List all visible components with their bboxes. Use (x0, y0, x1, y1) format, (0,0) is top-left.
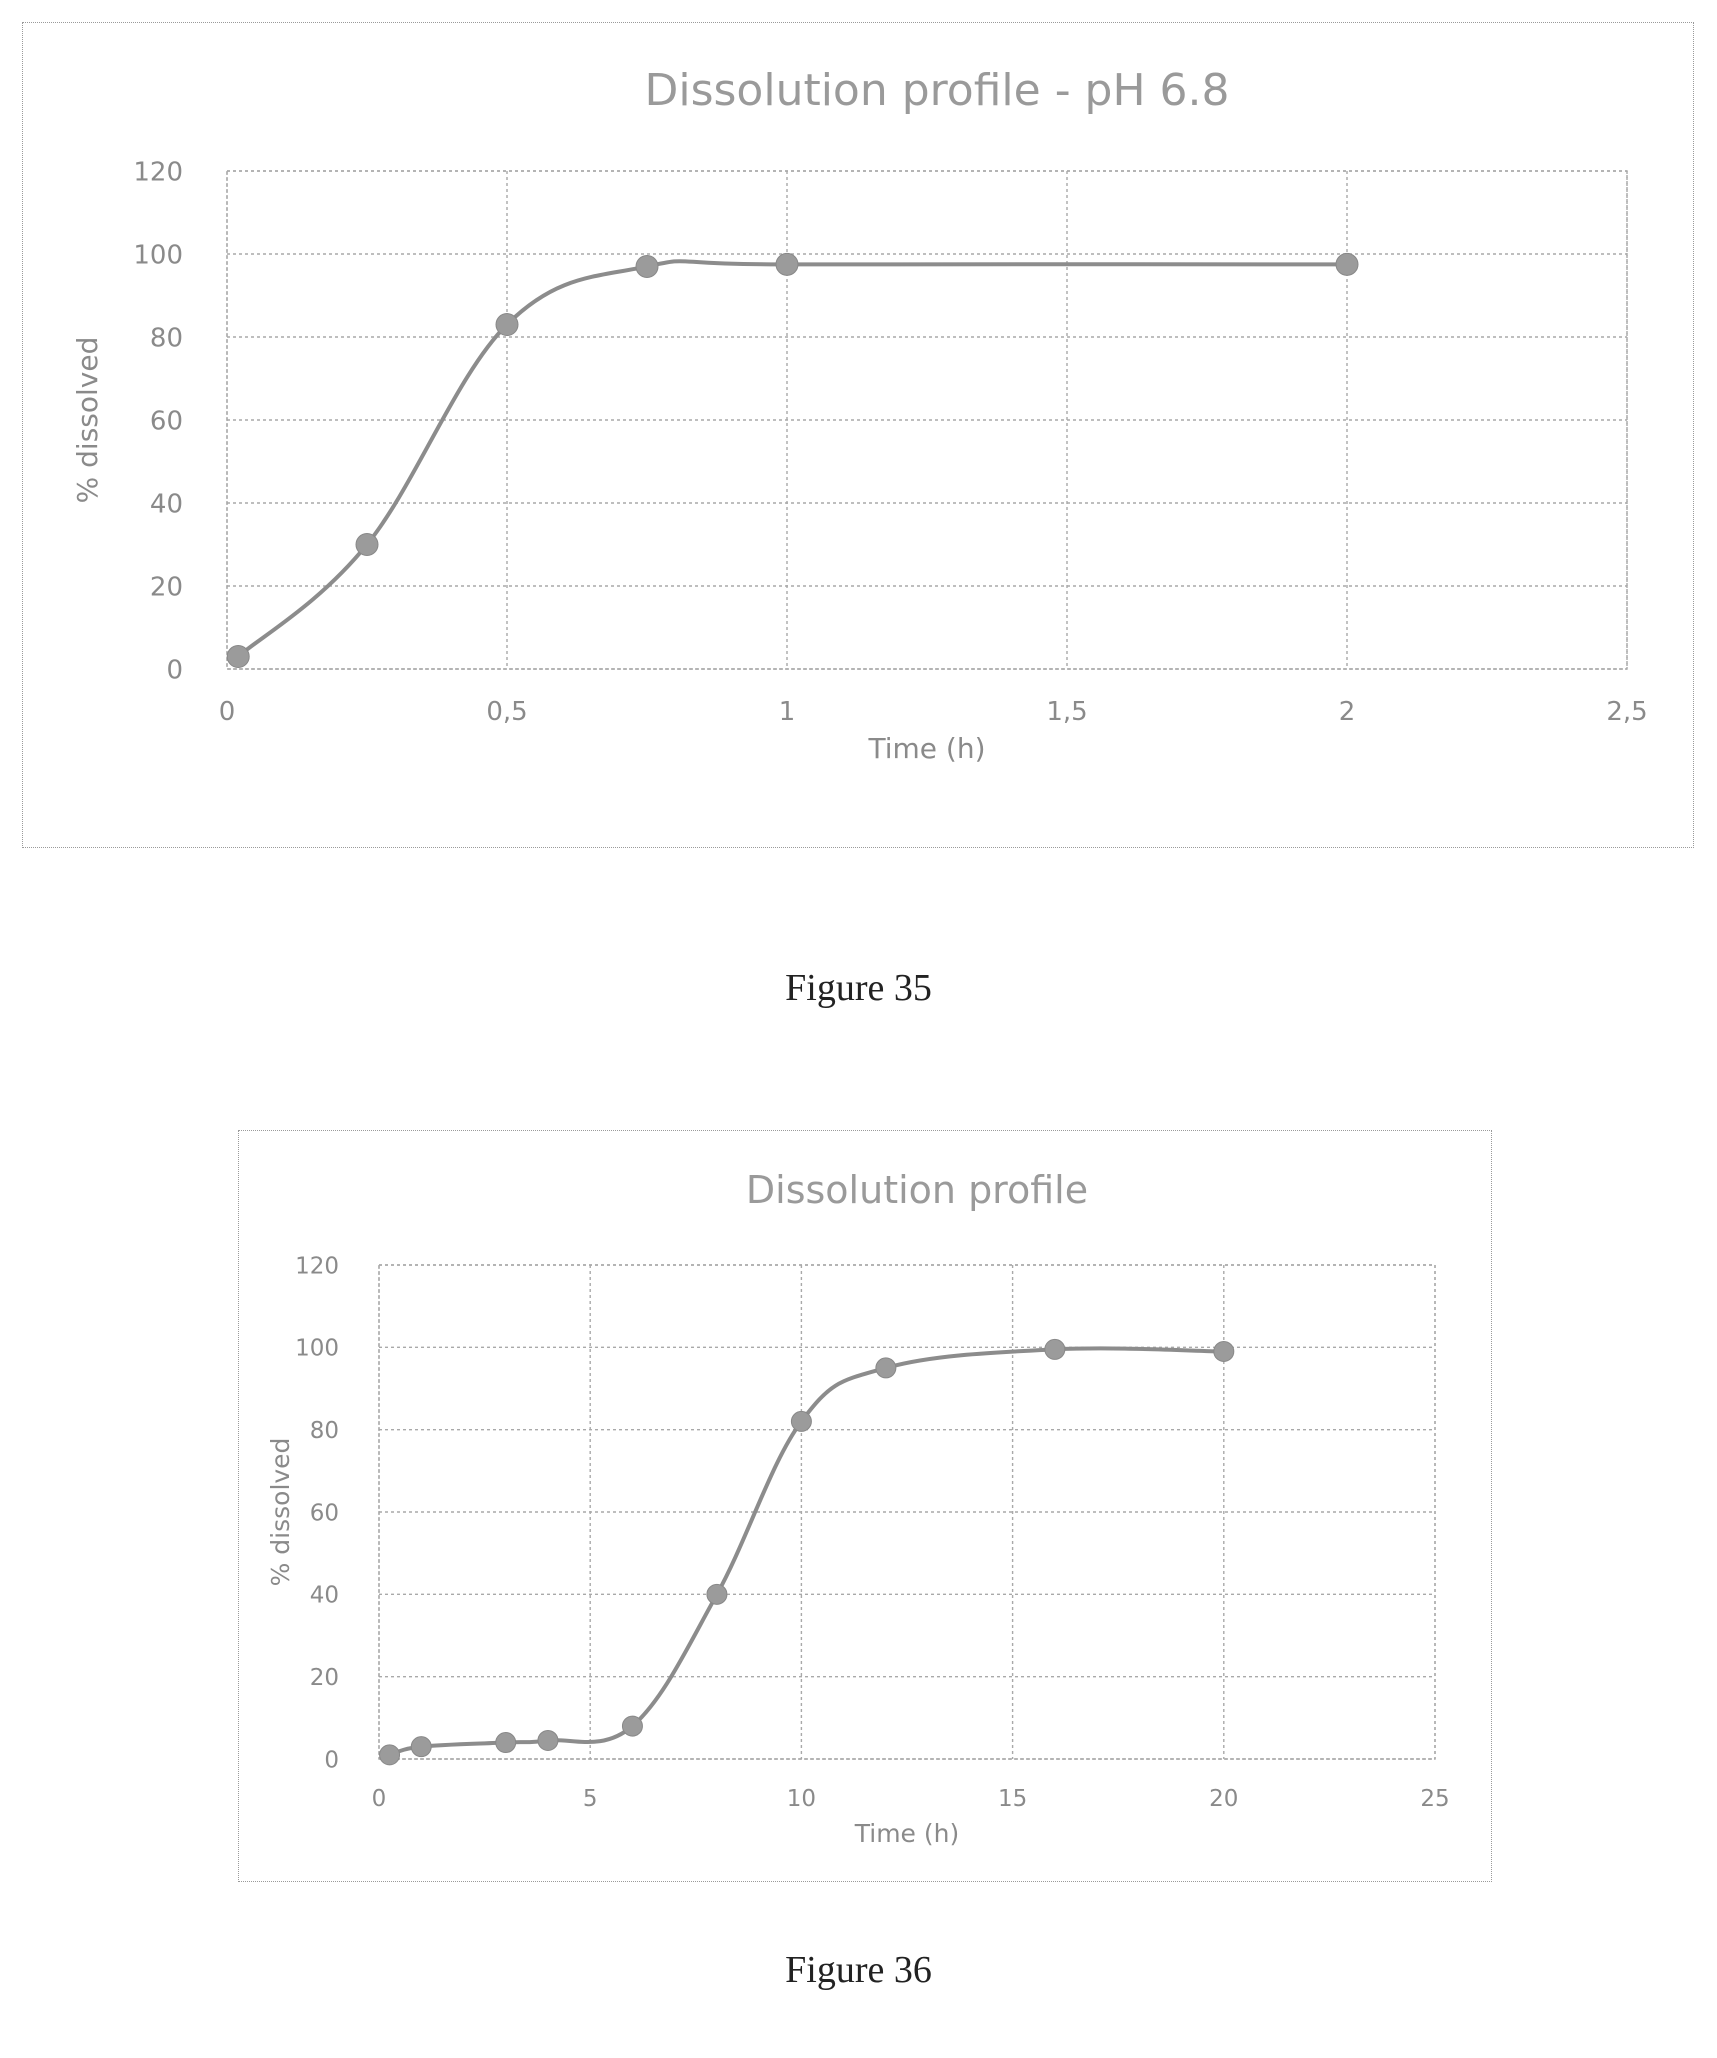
c1-data-point-0 (226, 645, 250, 669)
c1-y-tick-label-0: 0 (166, 655, 183, 685)
c2-data-point-7 (875, 1357, 897, 1379)
c1-series-line-0 (236, 259, 1348, 659)
c2-x-tick-label-3: 15 (998, 1786, 1027, 1812)
c2-y-tick-label-6: 120 (295, 1253, 339, 1279)
c2-data-point-3 (537, 1729, 559, 1751)
c2-series-line-0 (388, 1346, 1224, 1757)
chart-1-svg: Dissolution profile - pH 6.8020406080100… (71, 65, 1648, 765)
c1-x-tick-label-2: 1 (779, 697, 796, 727)
c1-data-point-5 (1335, 252, 1359, 276)
c1-x-tick-label-5: 2,5 (1606, 697, 1647, 727)
c1-y-tick-label-2: 40 (150, 489, 183, 519)
c2-data-point-0 (379, 1744, 401, 1766)
c2-y-tick-label-4: 80 (310, 1418, 339, 1444)
chart-2-svg: Dissolution profile 0 20 40 60 80 100 120 0 5 10 15… (266, 1168, 1450, 1848)
c2-data-point-1 (410, 1736, 432, 1758)
c1-x-axis-title: Time (h) (867, 732, 985, 765)
c1-data-point-4 (775, 252, 799, 276)
c2-x-tick-label-5: 25 (1420, 1786, 1449, 1812)
c2-data-point-2 (495, 1732, 517, 1754)
c2-x-tick-label-2: 10 (787, 1786, 816, 1812)
chart-1-frame: Dissolution profile - pH 6.8 0 20 40 60 80 100… (22, 22, 1694, 848)
c1-y-tick-label-1: 20 (150, 572, 183, 602)
c1-y-tick-label-3: 60 (150, 406, 183, 436)
c2-y-tick-label-1: 20 (310, 1665, 339, 1691)
c2-data-point-4 (621, 1715, 643, 1737)
c2-x-tick-label-0: 0 (372, 1786, 387, 1812)
c2-data-point-9 (1213, 1340, 1235, 1362)
c1-x-tick-label-0: 0 (219, 697, 236, 727)
c1-x-tick-label-3: 1,5 (1046, 697, 1087, 727)
c1-data-point-1 (355, 533, 379, 556)
c2-data-point-6 (790, 1410, 812, 1432)
c2-data-point-8 (1044, 1338, 1066, 1360)
c1-y-tick-label-4: 80 (150, 323, 183, 353)
c2-data-point-5 (706, 1583, 728, 1605)
c1-data-point-2 (495, 313, 519, 337)
c2-x-axis-title: Time (h) (854, 1819, 959, 1848)
c1-chart-title: Dissolution profile - pH 6.8 (644, 65, 1229, 116)
c2-plot-area (378, 1264, 1436, 1760)
c1-x-tick-label-4: 2 (1339, 697, 1356, 727)
c2-x-tick-label-1: 5 (583, 1786, 598, 1812)
c1-y-tick-label-5: 100 (133, 240, 183, 270)
c2-y-tick-label-0: 0 (324, 1747, 339, 1773)
c2-y-axis-title: % dissolved (266, 1438, 295, 1587)
chart-2-frame: Dissolution profile 0 20 40 60 80 100 120 0 5 10 15… (238, 1130, 1492, 1882)
c2-y-tick-label-2: 40 (310, 1583, 339, 1609)
c2-y-tick-label-3: 60 (310, 1500, 339, 1526)
c1-x-tick-label-1: 0,5 (486, 697, 527, 727)
c2-y-tick-label-5: 100 (295, 1336, 339, 1362)
c1-y-tick-label-6: 120 (133, 157, 183, 187)
figure-35-caption: Figure 35 (785, 967, 932, 1009)
c2-chart-title: Dissolution profile (746, 1168, 1088, 1212)
c1-data-point-3 (635, 254, 659, 278)
c1-plot-area (226, 170, 1628, 670)
figure-36-caption: Figure 36 (785, 1949, 932, 1991)
c2-x-tick-label-4: 20 (1209, 1786, 1238, 1812)
c1-y-axis-title: % dissolved (71, 337, 104, 504)
